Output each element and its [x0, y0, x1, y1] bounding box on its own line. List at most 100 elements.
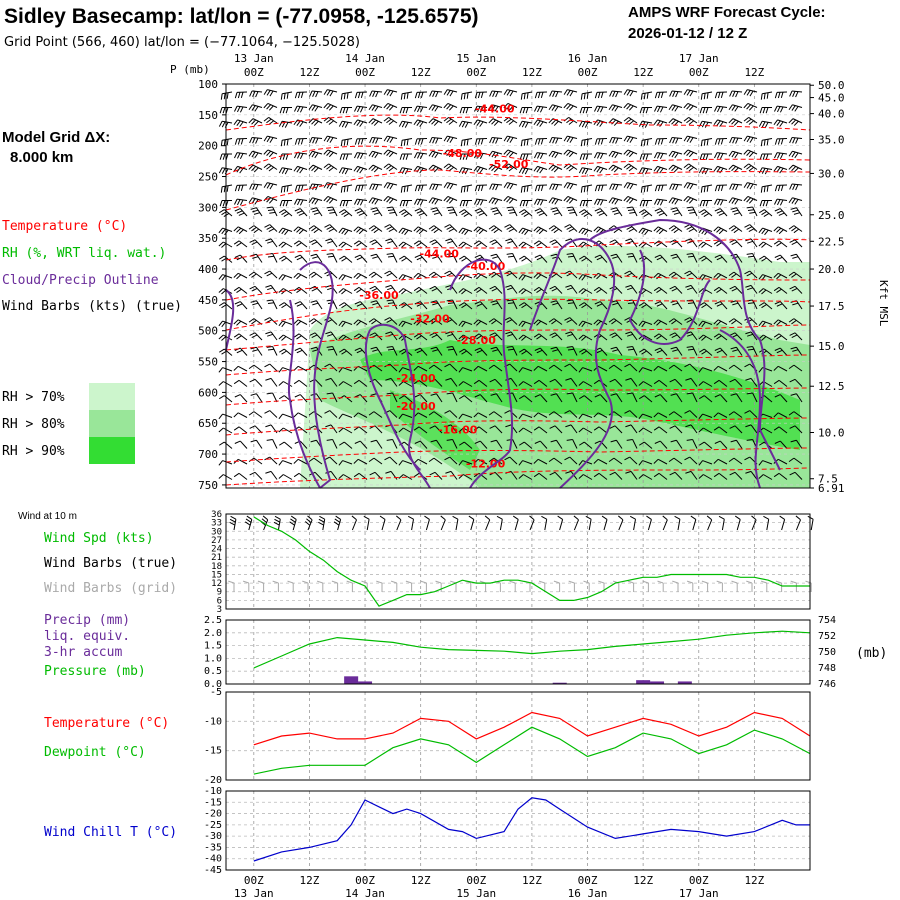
wind-barb — [628, 116, 638, 124]
surface-barb-feather — [618, 515, 624, 521]
wind-barb-feather — [660, 185, 664, 192]
height-tick-label: 25.0 — [818, 209, 845, 222]
wind-barb-feather — [479, 199, 484, 206]
wind-barb — [449, 317, 458, 325]
wind-barb-feather — [626, 392, 633, 395]
pressure-tick-label: 600 — [198, 386, 218, 399]
wind-barb-feather — [613, 212, 620, 215]
wind-barb-feather — [509, 183, 514, 190]
wind-barb — [403, 241, 413, 248]
wind-barb-feather — [461, 289, 467, 295]
wind-barb-feather — [312, 302, 319, 306]
wind-speed-tick-label: 33 — [211, 519, 222, 529]
wind-barb-feather — [462, 153, 466, 160]
wind-barb-feather — [593, 319, 599, 325]
wind-barb — [657, 319, 668, 325]
wind-barb-feather — [354, 92, 358, 99]
wind-barb-feather — [387, 287, 394, 291]
wind-barb-feather — [493, 212, 500, 215]
wind-barb-feather — [326, 206, 333, 209]
wind-barb-feather — [764, 229, 769, 236]
wind-barb-feather — [489, 332, 496, 336]
wind-barb-feather — [745, 470, 752, 474]
wind-barb — [702, 367, 713, 372]
wind-barb-feather — [314, 152, 319, 159]
wind-barb-feather — [341, 168, 346, 174]
wind-barb — [327, 102, 338, 108]
wind-barb-feather — [311, 166, 317, 172]
wind-barb-feather — [474, 254, 481, 258]
bottom-time-hour: 12Z — [299, 874, 319, 887]
wind-barb-feather — [448, 198, 454, 204]
wind-barb-feather — [669, 90, 673, 97]
top-time-date: 13 Jan — [234, 52, 274, 65]
wind-barb — [597, 412, 608, 418]
pressure-tick-label: 650 — [198, 417, 218, 430]
wind-barb — [374, 425, 383, 434]
wind-barb-feather — [761, 121, 766, 128]
wind-barb-feather — [526, 139, 529, 146]
wind-barb — [272, 346, 278, 356]
wind-barb — [392, 299, 398, 310]
wind-barb-feather — [777, 138, 781, 145]
wind-barb — [704, 395, 713, 403]
wind-barb-feather — [327, 333, 334, 337]
wind-barb-feather — [656, 349, 663, 354]
wind-barb-feather — [416, 120, 421, 126]
wind-barb — [462, 120, 473, 124]
wind-barb-feather — [370, 439, 377, 443]
wind-barb — [254, 471, 263, 480]
wind-barb — [272, 299, 278, 310]
wind-barb — [762, 413, 773, 418]
wind-barb-feather — [548, 411, 555, 416]
wind-barb-feather — [594, 254, 601, 258]
wind-barb-feather — [549, 378, 556, 383]
wind-barb-feather — [698, 427, 704, 433]
top-time-hour: 12Z — [744, 66, 764, 79]
wind-barb — [659, 301, 668, 310]
wind-barb — [673, 411, 683, 418]
bottom-time-hour: 12Z — [633, 874, 653, 887]
wind-barb-feather — [339, 200, 343, 207]
wind-barb-feather — [233, 472, 240, 478]
wind-barb-feather — [749, 183, 754, 190]
wind-barb-feather — [234, 394, 241, 398]
wind-barb — [270, 378, 278, 387]
wind-barb-feather — [596, 152, 601, 159]
wind-barb-feather — [714, 347, 721, 351]
wind-barb-feather — [326, 165, 332, 170]
wind-barb — [752, 253, 758, 263]
wind-barb-feather — [792, 184, 796, 190]
wind-barb-feather — [551, 151, 556, 158]
wind-barb-feather — [387, 255, 395, 258]
wind-barb-feather — [706, 185, 709, 192]
surface-barb — [351, 519, 357, 531]
wind-barb-feather — [266, 136, 271, 143]
wind-barb-feather — [268, 152, 274, 158]
wind-barb-feather — [461, 257, 467, 262]
wind-barb-feather — [627, 348, 635, 351]
wind-barb-feather — [761, 336, 767, 341]
wind-barb-feather — [533, 272, 539, 278]
wind-barb-feather — [218, 302, 225, 307]
wind-barb-feather — [668, 318, 675, 323]
wind-barb-feather — [685, 424, 692, 428]
wind-barb — [222, 413, 233, 418]
wind-barb-feather — [553, 228, 560, 234]
wind-barb-feather — [654, 105, 658, 112]
wind-barb — [463, 241, 473, 248]
wind-barb-feather — [373, 212, 380, 215]
wind-barb-feather — [401, 257, 407, 262]
wind-barb-feather — [614, 106, 619, 112]
wind-barb-feather — [294, 394, 301, 398]
wind-barb — [732, 183, 743, 186]
wind-barb-feather — [628, 198, 634, 204]
wind-barb-feather — [236, 320, 242, 326]
wind-barb — [237, 105, 248, 108]
wind-barb-feather — [298, 229, 304, 235]
wind-barb-feather — [509, 211, 516, 214]
wind-barb-feather — [720, 185, 724, 192]
wind-barb-feather — [492, 302, 499, 306]
wind-barb — [688, 163, 698, 170]
wind-barb — [733, 318, 743, 325]
